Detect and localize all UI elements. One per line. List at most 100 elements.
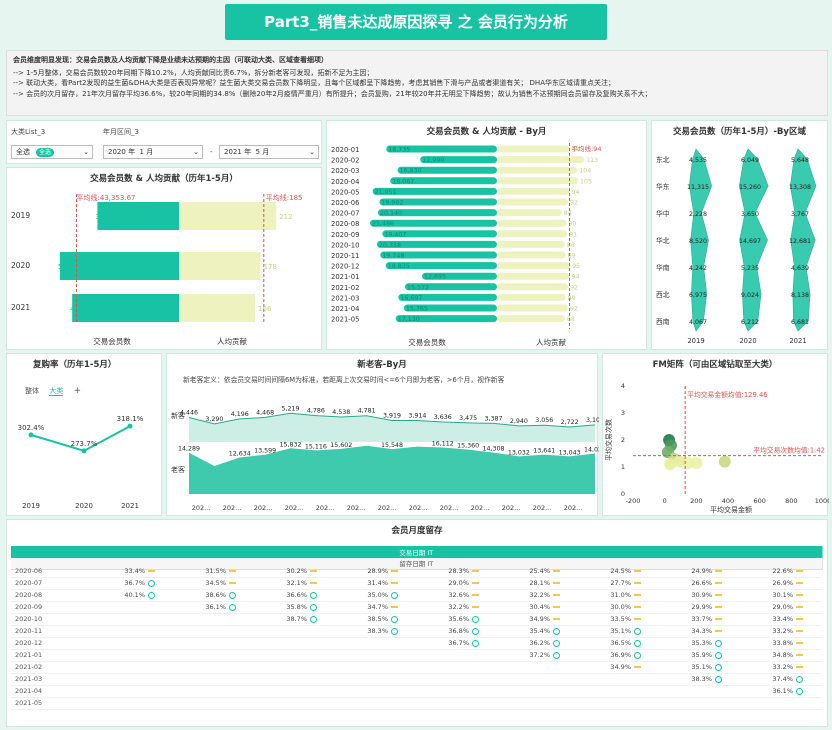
retention-cell: 33.8% <box>741 637 822 650</box>
monthly-member-label: 18,067 <box>392 178 414 185</box>
header-trade-date[interactable]: 交易日期 IT <box>11 546 823 558</box>
region-value-label: 3,767 <box>791 211 809 218</box>
retention-cell <box>255 649 336 662</box>
retention-cell: 37.4% <box>741 673 822 686</box>
retention-cell <box>93 637 174 650</box>
yearly-members-chart: 2019 34,514 212 2020 50,348 178 2021 45,199 166 平… <box>11 193 303 346</box>
retention-cell: 35.1% <box>579 625 660 638</box>
retention-cell: 30.4% <box>498 601 579 614</box>
new-value-label: 3,636 <box>434 414 452 421</box>
retention-value: 30.0% <box>610 603 631 611</box>
to-month-unit: 月 <box>262 148 270 156</box>
retention-value: 28.9% <box>367 567 388 575</box>
new-old-x-tick: 202... <box>564 504 583 512</box>
fm-y-tick: 4 <box>621 382 625 390</box>
region-chart-title: 交易会员数（历年1-5月）-By区域 <box>673 127 806 137</box>
filters-panel: 大类List_3 全选 全选 ⌄ 年月区间_3 2020 年 1 月 ⌄ - 20… <box>6 120 322 164</box>
old-value-label: 14,308 <box>482 446 504 453</box>
retention-cell: 33.4% <box>741 613 822 626</box>
monthly-percapita-bar <box>497 262 571 270</box>
monthly-member-bar <box>376 240 497 248</box>
retention-value: 38.3% <box>367 627 388 635</box>
retention-cell <box>93 601 174 614</box>
range-to-select[interactable]: 2021 年 5 月 ⌄ <box>219 145 319 159</box>
yearly-percapita-avg-label: 平均线:185 <box>266 193 303 202</box>
new-old-x-tick: 202... <box>533 504 552 512</box>
retention-cell <box>93 685 174 698</box>
monthly-member-bar <box>421 272 497 280</box>
retention-value: 22.6% <box>772 567 793 575</box>
retention-cell <box>660 697 741 710</box>
monthly-member-bar <box>395 315 497 323</box>
retention-cell <box>174 613 255 626</box>
region-value-label: 4,242 <box>689 265 707 272</box>
retention-value: 37.4% <box>772 675 793 683</box>
retention-cell <box>579 697 660 710</box>
monthly-percapita-bar <box>497 315 565 323</box>
region-label: 东北 <box>656 155 670 164</box>
smiley-icon <box>148 579 155 587</box>
neutral-dash-icon <box>634 570 641 572</box>
retention-cell: 33.5% <box>579 613 660 626</box>
monthly-percapita-bar <box>497 166 578 174</box>
column-subheader[interactable]: (%) <box>822 557 823 570</box>
retention-cell: 30.2% <box>255 565 336 578</box>
fm-x-tick: 200 <box>690 497 702 505</box>
old-value-label: 15,360 <box>457 443 479 450</box>
retention-cell: 31.0% <box>579 589 660 602</box>
retention-cell <box>255 625 336 638</box>
retention-cell: 27.7% <box>579 577 660 590</box>
add-tab-button[interactable]: + <box>73 386 82 396</box>
chevron-down-icon: ⌄ <box>309 148 315 156</box>
retention-value: 35.3% <box>691 639 712 647</box>
retention-cell: 24.9% <box>660 565 741 578</box>
monthly-members-chart: 2020-01 18,735 94 2020-02 12,990 113 2020-03 16… <box>331 143 601 347</box>
yearly-category-label: 2020 <box>11 261 30 270</box>
new-value-label: 3,919 <box>383 412 401 419</box>
neutral-dash-icon <box>553 570 560 572</box>
tab-overall[interactable]: 整体 <box>25 387 39 395</box>
retention-cell <box>417 649 498 662</box>
repurchase-point <box>28 432 34 438</box>
retention-value: 34.3% <box>691 627 712 635</box>
retention-cell <box>417 697 498 710</box>
column-header[interactable]: 2020-09 <box>822 546 823 558</box>
region-value-label: 8,138 <box>791 292 809 299</box>
retention-cell <box>336 661 417 674</box>
region-year-shape <box>739 148 769 332</box>
retention-value: 30.4% <box>529 603 550 611</box>
retention-value: 30.9% <box>691 591 712 599</box>
smiley-icon <box>310 615 317 623</box>
retention-value: 35.8% <box>286 603 307 611</box>
fm-y-tick: 1 <box>621 463 625 471</box>
new-customers-line <box>188 412 596 428</box>
retention-cell <box>93 613 174 626</box>
retention-cell: 35.6% <box>417 613 498 626</box>
neutral-dash-icon <box>472 570 479 572</box>
monthly-member-bar <box>380 251 497 259</box>
smiley-icon <box>634 639 641 647</box>
region-value-label: 9,024 <box>741 292 759 299</box>
fm-avg-amount-label: 平均交易金额均值:129.46 <box>687 390 767 399</box>
neutral-dash-icon <box>472 594 479 596</box>
yearly-member-avg-label: 平均线:43,353.67 <box>77 193 136 202</box>
monthly-percapita-label: 92 <box>570 284 578 291</box>
repurchase-tabs: 整体 大类 + <box>25 386 81 396</box>
smiley-icon <box>472 627 479 635</box>
retention-cell: 38.6% <box>174 589 255 602</box>
neutral-dash-icon <box>796 594 803 596</box>
smiley-icon <box>715 663 722 671</box>
yearly-xlabel-members: 交易会员数 <box>93 336 131 346</box>
retention-value: 31.5% <box>205 567 226 575</box>
row-month: 2020-10 <box>11 613 93 626</box>
tab-category[interactable]: 大类 <box>49 387 64 396</box>
range-from-select[interactable]: 2020 年 1 月 ⌄ <box>103 145 203 159</box>
old-value-label: 13,043 <box>559 449 581 456</box>
monthly-percapita-label: 94 <box>572 189 580 196</box>
to-year-unit: 年 <box>244 148 252 156</box>
category-select[interactable]: 全选 全选 ⌄ <box>11 145 93 159</box>
retention-value: 35.0% <box>367 591 388 599</box>
new-old-panel: 新老客-By月 新老客定义：依会员交易时间间隔6M为标准，若距离上次交易时间<=… <box>166 353 599 516</box>
findings-panel: 会员维度明显发现：交易会员数及人均贡献下降是业绩未达预期的主因（可联动大类、区域… <box>6 50 828 116</box>
retention-value: 25.4% <box>529 567 550 575</box>
